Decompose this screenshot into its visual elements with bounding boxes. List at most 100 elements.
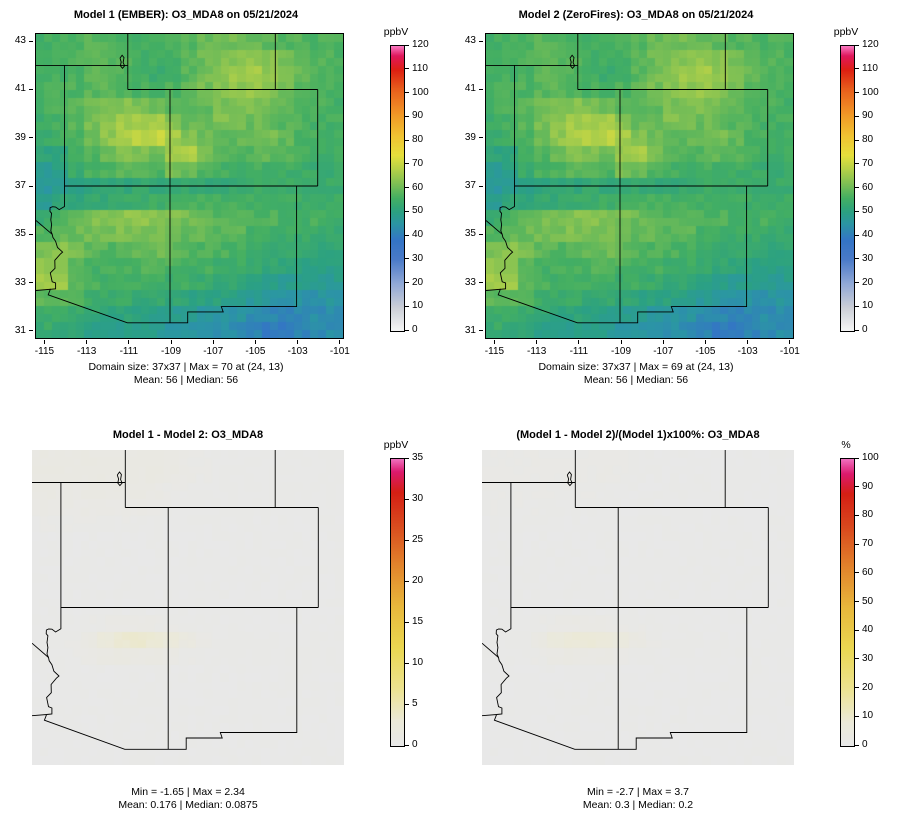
colorbar-tick-label: 10: [412, 657, 424, 668]
colorbar-tick-label: 70: [412, 157, 424, 169]
colorbar-tick: [405, 621, 409, 623]
colorbar-tick-label: 35: [412, 452, 424, 463]
colorbar-unit-label: ppbV: [383, 439, 409, 451]
colorbar-tick-label: 110: [412, 62, 428, 74]
colorbar-tick: [855, 457, 859, 459]
colorbar-tick: [405, 210, 409, 212]
colorbar: [840, 458, 855, 747]
colorbar-tick: [855, 601, 859, 602]
colorbar-tick: [405, 282, 409, 283]
y-axis-tick: [479, 40, 483, 42]
colorbar-tick: [405, 305, 409, 307]
x-axis-tick: [43, 340, 45, 344]
colorbar: [840, 45, 855, 332]
x-axis-tick: [704, 340, 706, 344]
colorbar-gradient: [841, 46, 854, 331]
colorbar-tick: [855, 68, 859, 70]
colorbar-tick: [405, 115, 409, 117]
y-axis-tick-label: 31: [14, 324, 26, 336]
stats-line-1: Domain size: 37x37 | Max = 69 at (24, 13…: [538, 361, 734, 373]
panel-title: Model 1 (EMBER): O3_MDA8 on 05/21/2024: [73, 9, 299, 21]
x-axis-tick-label: -109: [161, 346, 182, 357]
colorbar-tick: [855, 572, 859, 574]
colorbar-tick: [405, 258, 409, 260]
state-border-line: [482, 607, 748, 750]
colorbar-tick: [855, 139, 859, 141]
colorbar-tick-label: 80: [412, 134, 424, 145]
x-axis-tick: [170, 340, 172, 344]
stats-line-2: Mean: 56 | Median: 56: [583, 374, 689, 386]
y-axis-tick-label: 33: [464, 276, 476, 288]
map-plot: [482, 450, 794, 765]
panel-title: (Model 1 - Model 2)/(Model 1)x100%: O3_M…: [516, 429, 760, 441]
colorbar-tick-label: 20: [862, 276, 874, 288]
panel-model2: Model 2 (ZeroFires): O3_MDA8 on 05/21/20…: [450, 0, 900, 420]
colorbar-tick: [855, 543, 859, 545]
y-axis-tick: [479, 88, 483, 90]
colorbar-tick: [855, 744, 859, 746]
x-axis-tick: [128, 340, 130, 344]
colorbar-tick-label: 40: [862, 624, 874, 636]
colorbar-tick: [405, 329, 409, 331]
colorbar-tick: [855, 115, 859, 117]
colorbar-unit-label: %: [841, 439, 851, 451]
x-axis-tick-label: -113: [76, 346, 97, 357]
panel-difference: Model 1 - Model 2: O3_MDA8 ppbV Min = -1…: [0, 420, 450, 840]
stats-line-2: Mean: 0.3 | Median: 0.2: [582, 799, 694, 811]
map-plot: [32, 450, 344, 765]
panel-model1: Model 1 (EMBER): O3_MDA8 on 05/21/2024 p…: [0, 0, 450, 420]
colorbar-tick-label: 30: [862, 652, 874, 664]
stats-line-1: Min = -1.65 | Max = 2.34: [131, 786, 245, 798]
state-border-line: [495, 607, 512, 715]
y-axis-tick-label: 37: [14, 180, 26, 191]
colorbar-tick-label: 100: [412, 86, 429, 98]
state-border-line: [49, 186, 65, 290]
colorbar-tick: [405, 234, 409, 236]
y-axis-tick: [479, 185, 483, 187]
colorbar-tick-label: 90: [862, 480, 874, 492]
colorbar-tick: [855, 305, 859, 307]
colorbar-tick: [855, 629, 859, 631]
colorbar-tick-label: 0: [862, 324, 868, 335]
y-axis-tick: [29, 185, 33, 187]
colorbar: [390, 45, 405, 332]
colorbar-tick-label: 20: [862, 681, 874, 693]
state-border-line: [32, 642, 49, 658]
colorbar-tick-label: 30: [412, 493, 424, 504]
x-axis-tick-label: -105: [245, 346, 266, 357]
colorbar-unit-label: ppbV: [383, 26, 409, 38]
x-axis-tick-label: -115: [34, 346, 55, 357]
y-axis-tick: [29, 233, 33, 235]
colorbar-tick: [855, 163, 859, 165]
stats-line-1: Min = -2.7 | Max = 3.7: [587, 786, 689, 798]
x-axis-tick: [493, 340, 495, 344]
colorbar-tick: [855, 44, 859, 46]
state-borders-overlay: [32, 450, 319, 750]
colorbar-tick-label: 5: [412, 698, 418, 709]
colorbar-tick-label: 10: [862, 300, 874, 312]
y-axis-tick-label: 41: [464, 83, 476, 95]
colorbar-tick: [855, 92, 859, 93]
state-border-line: [45, 607, 62, 715]
y-axis-tick: [479, 233, 483, 235]
colorbar-unit-label: ppbV: [833, 26, 859, 38]
colorbar-tick: [405, 68, 409, 70]
x-axis-tick: [662, 340, 664, 344]
map-plot: [485, 33, 794, 339]
colorbar-tick: [405, 187, 409, 188]
state-border-line: [569, 54, 576, 69]
colorbar-tick-label: 120: [412, 39, 429, 50]
x-axis-tick: [212, 340, 214, 344]
state-borders-overlay: [486, 34, 769, 324]
colorbar-tick-label: 90: [862, 110, 874, 122]
colorbar-tick-label: 30: [412, 252, 424, 264]
colorbar-tick-label: 100: [862, 86, 879, 98]
stats-line-2: Mean: 56 | Median: 56: [133, 374, 239, 386]
y-axis-tick: [479, 330, 483, 332]
x-axis-tick-label: -113: [526, 346, 547, 357]
colorbar-tick: [855, 282, 859, 283]
colorbar-tick: [855, 234, 859, 236]
state-border-line: [486, 186, 748, 324]
colorbar-tick: [405, 539, 409, 541]
y-axis-tick: [479, 282, 483, 283]
